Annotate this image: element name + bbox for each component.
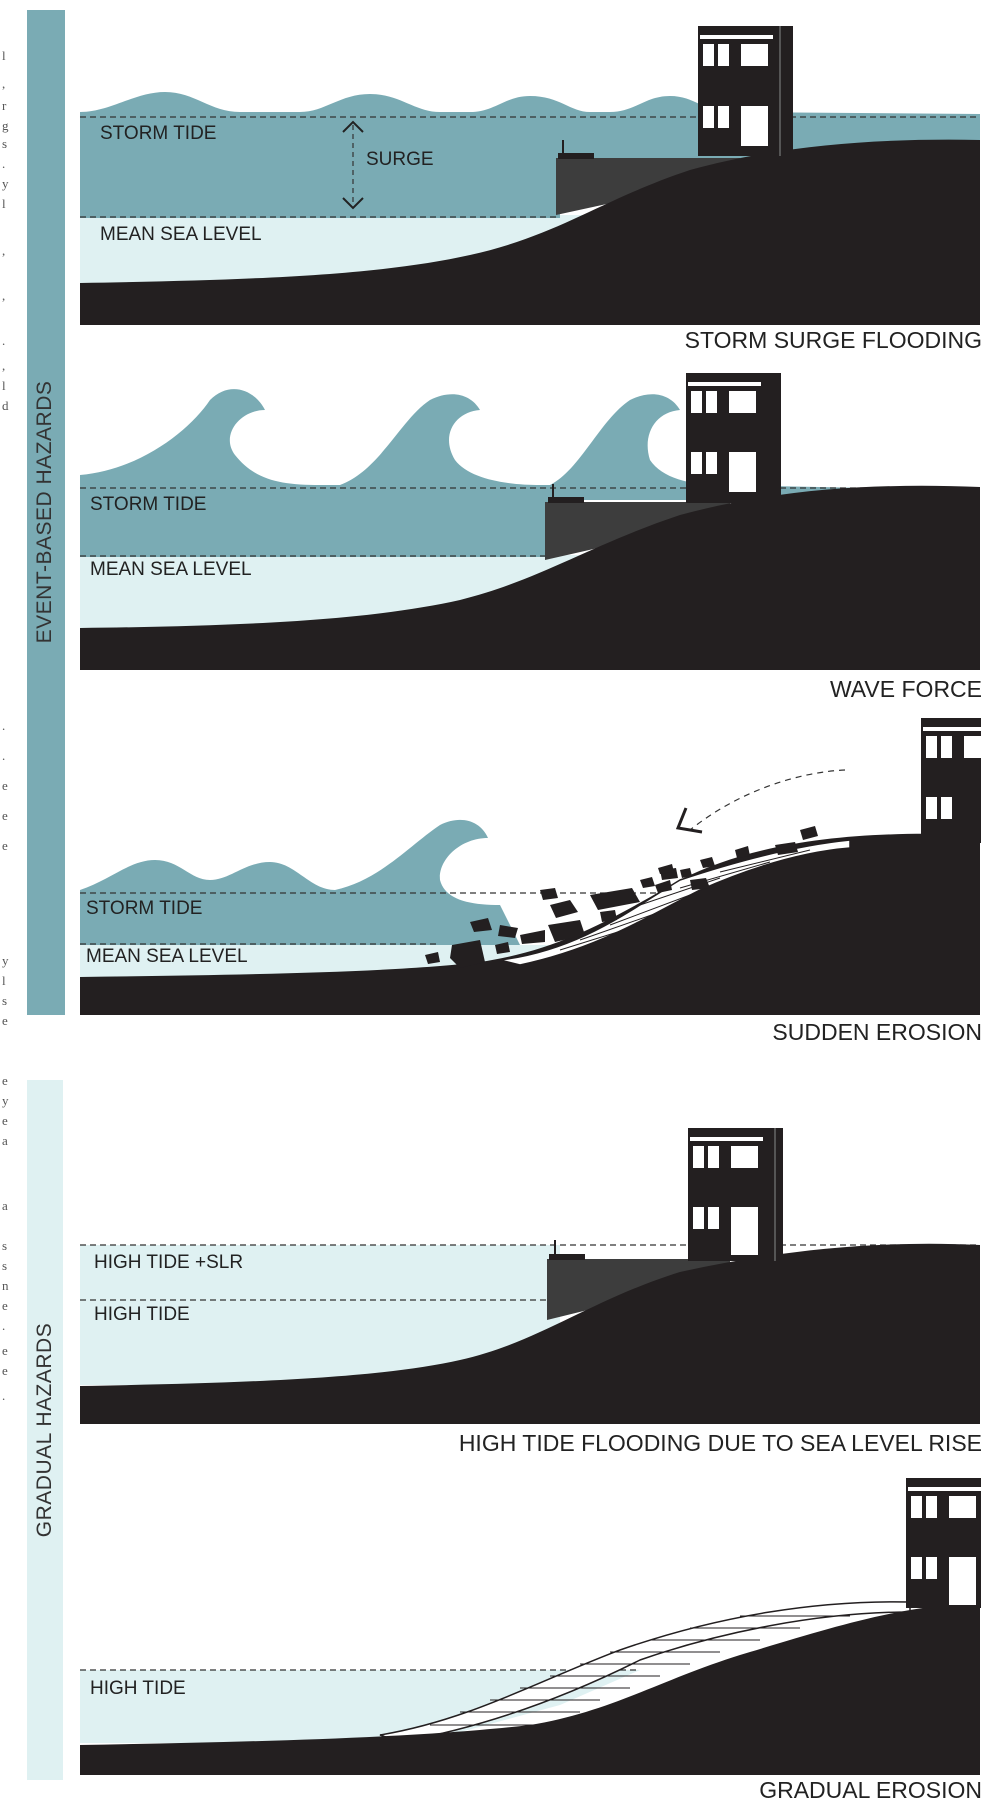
building [921,718,981,843]
gradual-hazards-bar [27,1080,63,1780]
panel-sudden-erosion: STORM TIDE MEAN SEA LEVEL SUDDEN EROSION [80,718,982,1045]
svg-text:e: e [2,808,8,823]
svg-text:l: l [2,973,6,988]
svg-text:.: . [2,1318,5,1333]
storm-tide-label: STORM TIDE [86,898,202,919]
svg-text:n: n [2,1278,9,1293]
calm-water [80,1670,640,1743]
panel-gradual-erosion: HIGH TIDE GRADUAL EROSION [80,1478,982,1803]
svg-text:e: e [2,1113,8,1128]
storm-tide-label: STORM TIDE [100,123,216,144]
surge-label: SURGE [366,149,434,170]
svg-text:e: e [2,1298,8,1313]
svg-text:y: y [2,953,9,968]
panel-title: GRADUAL EROSION [759,1777,982,1803]
eroded-layer [499,839,851,966]
mean-sea-level-label: MEAN SEA LEVEL [90,559,252,580]
svg-text:r: r [2,98,7,113]
svg-text:y: y [2,176,9,191]
svg-text:,: , [2,358,5,373]
svg-text:y: y [2,1093,9,1108]
svg-text:,: , [2,76,5,91]
svg-text:l: l [2,196,6,211]
high-tide-slr-label: HIGH TIDE +SLR [94,1252,243,1273]
storm-tide-label: STORM TIDE [90,494,206,515]
high-tide-label: HIGH TIDE [90,1678,186,1699]
storm-water [80,819,520,945]
svg-text:d: d [2,398,9,413]
svg-text:.: . [2,718,5,733]
panel-high-tide: HIGH TIDE +SLR HIGH TIDE HIGH TIDE FLOOD… [80,1128,982,1456]
svg-text:l: l [2,378,6,393]
ground [80,1243,980,1424]
svg-text:.: . [2,1388,5,1403]
svg-text:e: e [2,1343,8,1358]
panel-wave-force: STORM TIDE MEAN SEA LEVEL WAVE FORCE [80,373,982,702]
svg-text:,: , [2,243,5,258]
rock-debris [425,826,818,968]
building [686,373,781,503]
svg-text:.: . [2,748,5,763]
svg-text:s: s [2,993,7,1008]
svg-text:e: e [2,1013,8,1028]
svg-text:e: e [2,838,8,853]
ground [80,1603,980,1775]
panel-title: STORM SURGE FLOODING [685,327,982,353]
event-hazards-label: EVENT-BASED HAZARDS [33,381,56,644]
building [688,1128,783,1261]
storm-water [80,389,870,557]
svg-text:g: g [2,118,9,133]
ground [80,833,980,1015]
mean-sea-level-label: MEAN SEA LEVEL [86,946,248,967]
svg-text:e: e [2,778,8,793]
high-tide-label: HIGH TIDE [94,1304,190,1325]
svg-text:a: a [2,1133,8,1148]
mean-sea-level-label: MEAN SEA LEVEL [100,224,262,245]
cropped-margin-text: l,r gs. yl, ,., ld. .ee eyl see yea ass … [2,48,9,1403]
svg-text:,: , [2,288,5,303]
svg-text:s: s [2,1258,7,1273]
building [906,1478,981,1608]
svg-text:e: e [2,1363,8,1378]
calm-water [80,1245,560,1385]
svg-text:s: s [2,1238,7,1253]
building [698,26,793,156]
panel-storm-surge: STORM TIDE SURGE MEAN SEA LEVEL STORM SU… [80,26,982,353]
svg-text:.: . [2,333,5,348]
svg-text:s: s [2,136,7,151]
ground [80,139,980,325]
panel-title: SUDDEN EROSION [772,1019,982,1045]
gradual-hazards-label: GRADUAL HAZARDS [33,1323,56,1537]
ground [80,485,980,670]
svg-text:a: a [2,1198,8,1213]
svg-text:e: e [2,1073,8,1088]
panel-title: HIGH TIDE FLOODING DUE TO SEA LEVEL RISE [459,1430,982,1456]
svg-text:l: l [2,48,6,63]
svg-text:.: . [2,156,5,171]
event-hazards-bar [27,10,65,1015]
panel-title: WAVE FORCE [830,676,982,702]
